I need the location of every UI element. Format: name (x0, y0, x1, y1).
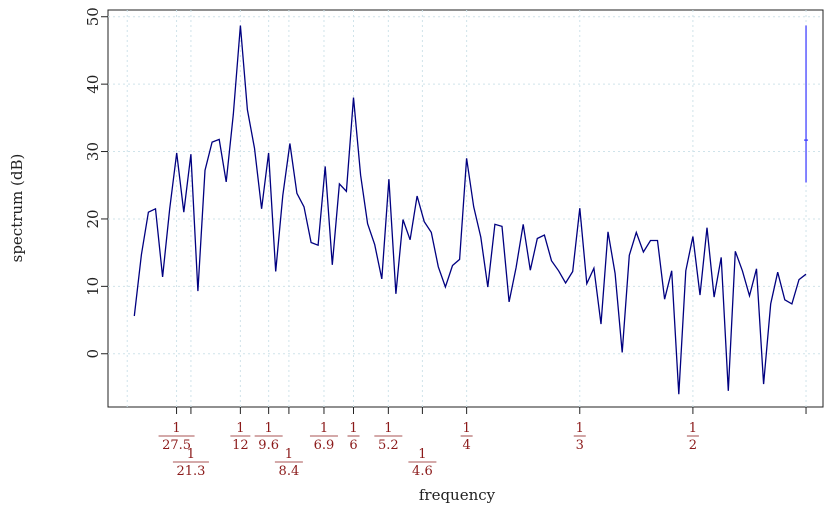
denominator: 5.2 (378, 438, 399, 453)
numerator: 1 (265, 421, 273, 436)
denominator: 3 (576, 438, 584, 453)
numerator: 1 (462, 421, 470, 436)
denominator: 21.3 (176, 464, 205, 479)
plot-frame (107, 9, 824, 408)
spectrum-line (133, 25, 807, 395)
denominator: 2 (689, 438, 697, 453)
x-tick-label: 1 8.4 (279, 447, 300, 479)
numerator: 1 (187, 447, 195, 462)
y-tick-label: 30 (84, 142, 102, 161)
x-tick-label: 1 12 (232, 421, 249, 453)
denominator: 6 (349, 438, 357, 453)
y-tick-label: 10 (84, 277, 102, 296)
x-tick-label: 1 9.6 (258, 421, 279, 453)
denominator: 4 (462, 438, 470, 453)
x-tick-label: 1 5.2 (378, 421, 399, 453)
numerator: 1 (418, 447, 426, 462)
denominator: 6.9 (314, 438, 335, 453)
numerator: 1 (320, 421, 328, 436)
denominator: 9.6 (258, 438, 279, 453)
denominator: 27.5 (162, 438, 191, 453)
numerator: 1 (384, 421, 392, 436)
y-tick-label: 50 (84, 7, 102, 26)
x-axis-label: frequency (419, 486, 496, 504)
denominator: 8.4 (279, 464, 300, 479)
numerator: 1 (349, 421, 357, 436)
x-tick-label: 1 21.3 (176, 447, 205, 479)
y-tick-label: 20 (84, 209, 102, 228)
numerator: 1 (172, 421, 180, 436)
numerator: 1 (285, 447, 293, 462)
y-tick-label: 40 (84, 75, 102, 94)
denominator: 4.6 (412, 464, 433, 479)
numerator: 1 (576, 421, 584, 436)
x-tick-label: 1 6.9 (314, 421, 335, 453)
y-axis-label: spectrum (dB) (8, 154, 26, 263)
x-tick-label: 1 4.6 (412, 447, 433, 479)
denominator: 12 (232, 438, 249, 453)
numerator: 1 (689, 421, 697, 436)
y-tick-label: 0 (84, 349, 102, 359)
numerator: 1 (236, 421, 244, 436)
x-tick-label: 1 27.5 (162, 421, 191, 453)
